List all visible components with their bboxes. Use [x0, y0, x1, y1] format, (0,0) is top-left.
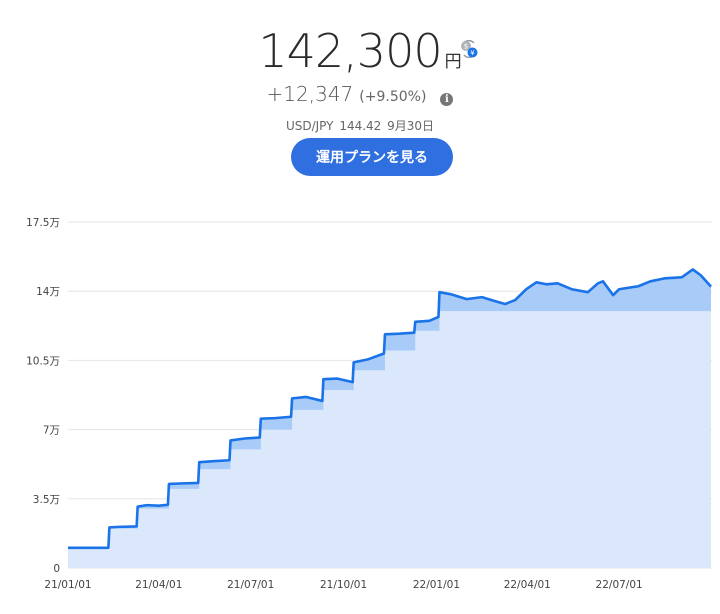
fx-pair: USD/JPY: [285, 119, 334, 133]
principal-area: [68, 311, 711, 568]
change-amount: +12,347: [266, 82, 354, 106]
y-tick-label: 14万: [36, 286, 60, 298]
x-tick-label: 22/04/01: [504, 579, 551, 591]
asset-chart: 0 3.5万 7万 10.5万 14万 17.5万 21/01/01 21/04/01 21/0…: [26, 217, 712, 591]
x-tick-label: 22/01/01: [413, 579, 460, 591]
y-tick-label: 10.5万: [26, 355, 60, 367]
x-tick-label: 21/10/01: [320, 579, 367, 591]
total-value: 142,300 円: [0, 24, 720, 78]
fx-date: 9月30日: [387, 119, 435, 133]
y-tick-label: 0: [53, 563, 60, 575]
y-tick-label: 3.5万: [33, 494, 60, 506]
valuation-line: [68, 268, 712, 550]
x-tick-label: 21/01/01: [44, 579, 91, 591]
x-tick-label: 22/07/01: [596, 579, 643, 591]
change-percent: (+9.50%): [359, 89, 427, 105]
y-tick-label: 17.5万: [26, 217, 60, 229]
total-value-unit: 円: [444, 52, 462, 72]
currency-exchange-icon[interactable]: $ ¥: [458, 38, 480, 60]
fx-rate: 144.42: [339, 119, 382, 133]
y-tick-label: 7万: [43, 425, 60, 437]
info-icon[interactable]: i: [440, 93, 454, 106]
x-tick-label: 21/07/01: [227, 579, 274, 591]
fx-rate-line: USD/JPY 144.42 9月30日: [0, 117, 720, 134]
svg-text:$: $: [464, 43, 468, 51]
change-row: +12,347 (+9.50%) i: [0, 82, 720, 106]
total-value-amount: 142,300: [258, 24, 442, 78]
view-plan-button[interactable]: 運用プランを見る: [291, 138, 453, 176]
svg-text:¥: ¥: [470, 49, 475, 57]
x-tick-label: 21/04/01: [135, 579, 182, 591]
